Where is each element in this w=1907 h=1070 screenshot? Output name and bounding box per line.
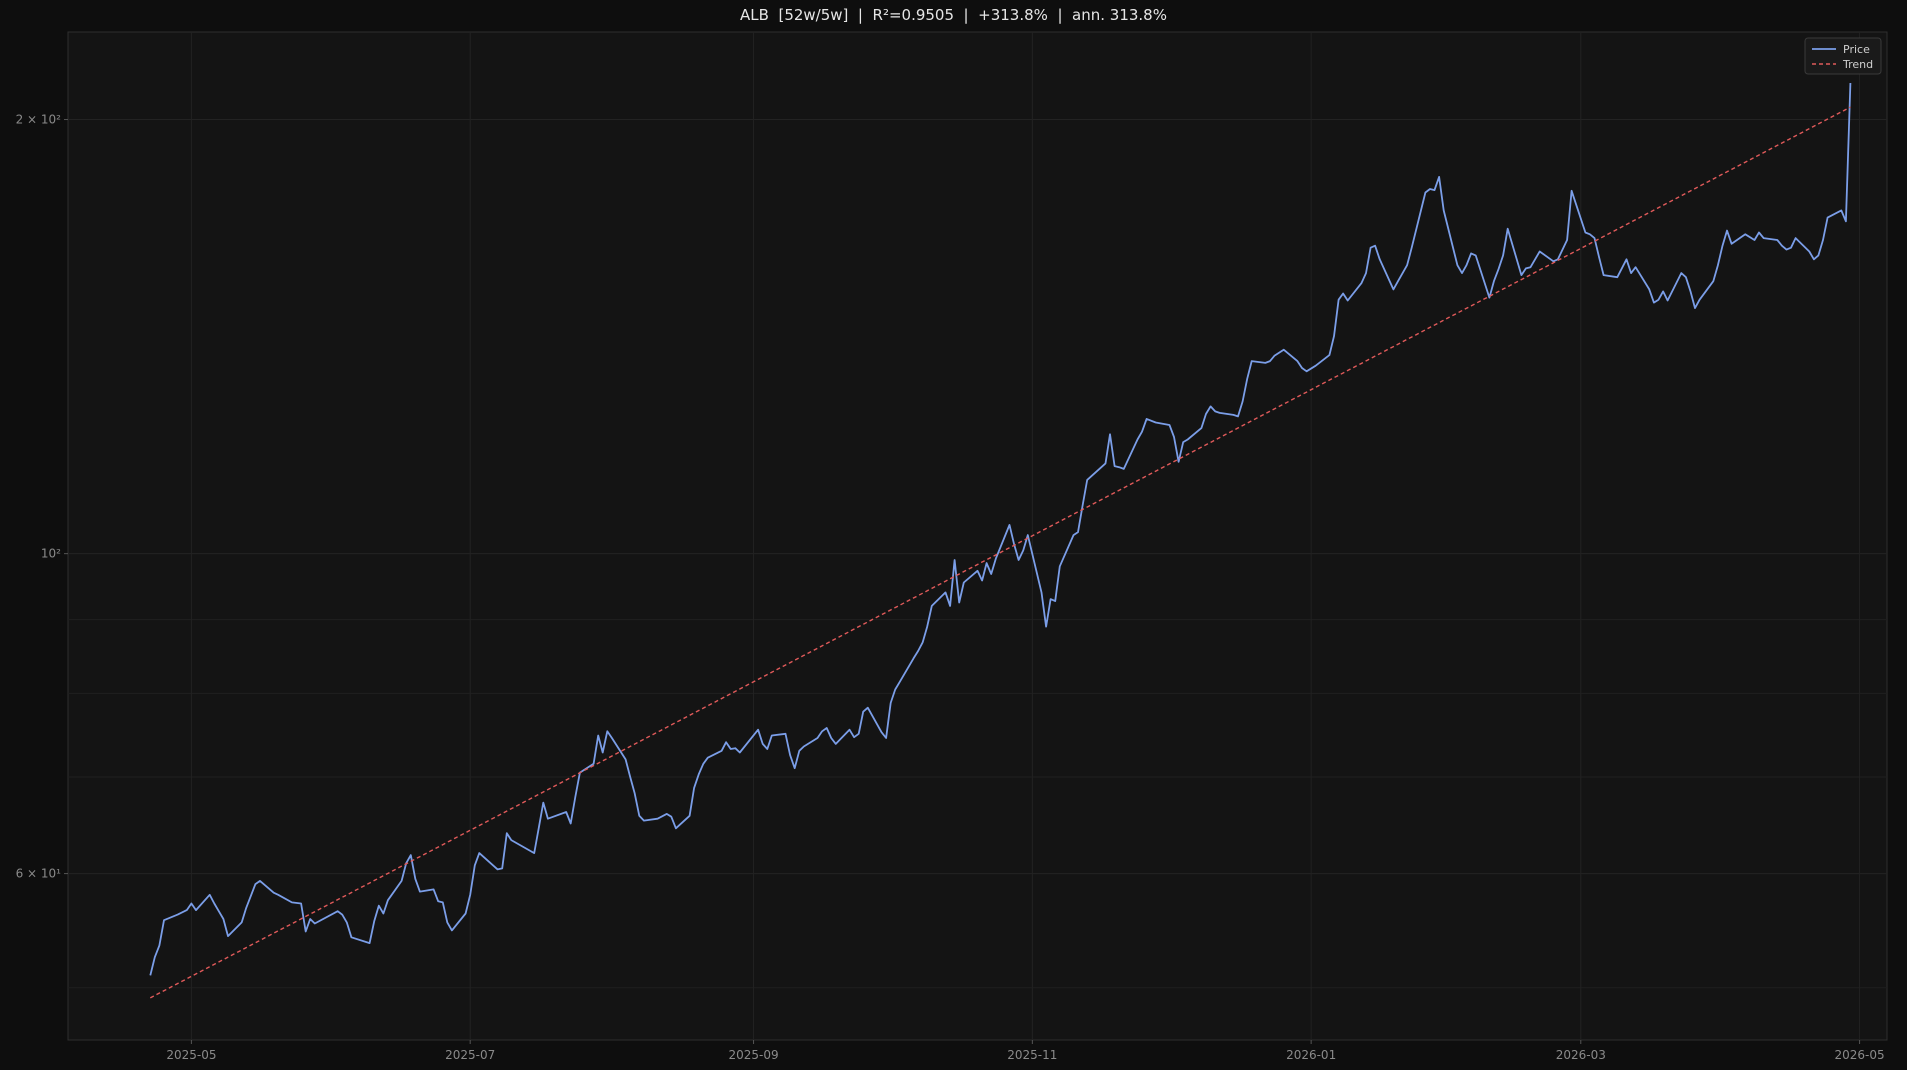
x-tick-label: 2025-05 — [166, 1048, 216, 1062]
legend-label: Price — [1843, 43, 1870, 56]
x-tick-label: 2025-09 — [728, 1048, 778, 1062]
x-tick-label: 2025-11 — [1007, 1048, 1057, 1062]
y-tick-label: 2 × 10² — [16, 113, 62, 127]
legend-label: Trend — [1842, 58, 1873, 71]
plot-area — [67, 31, 1888, 1041]
x-tick-label: 2026-01 — [1286, 1048, 1336, 1062]
legend-box — [1804, 37, 1882, 75]
trend-line — [149, 106, 1851, 999]
x-tick-label: 2025-07 — [445, 1048, 495, 1062]
chart-title: ALB [52w/5w] | R²=0.9505 | +313.8% | ann… — [740, 6, 1167, 24]
x-tick-label: 2026-03 — [1556, 1048, 1606, 1062]
y-tick-label: 10² — [41, 547, 61, 561]
x-tick-label: 2026-05 — [1835, 1048, 1885, 1062]
y-tick-label: 6 × 10¹ — [16, 867, 62, 881]
price-line — [149, 82, 1852, 976]
